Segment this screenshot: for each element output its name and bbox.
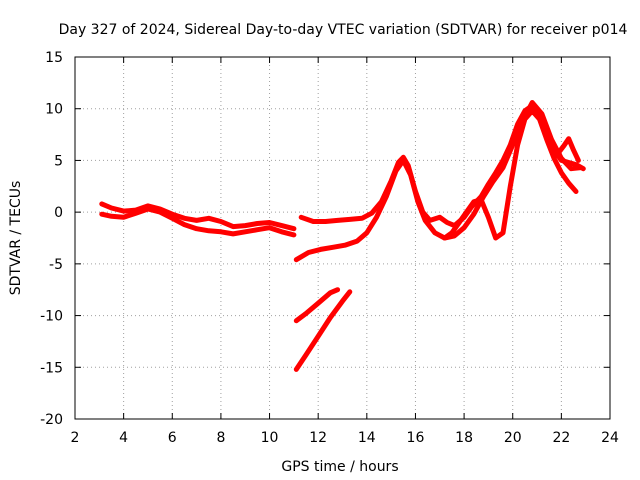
x-tick-label: 22 <box>552 430 570 446</box>
series-track-early-upper <box>99 201 297 232</box>
y-axis-label: SDTVAR / TECUs <box>8 181 24 296</box>
series-track-22h-spike <box>554 136 581 163</box>
grid <box>75 57 610 419</box>
x-tick-label: 8 <box>216 430 225 446</box>
data-series <box>99 100 586 372</box>
y-tick-label: 5 <box>54 153 63 169</box>
x-tick-label: 20 <box>504 430 522 446</box>
y-tick-label: 0 <box>54 205 63 221</box>
series-track-early-lower <box>99 206 297 238</box>
x-tick-label: 10 <box>261 430 279 446</box>
x-tick-label: 12 <box>309 430 327 446</box>
y-tick-label: 10 <box>45 102 63 118</box>
x-tick-label: 18 <box>455 430 473 446</box>
series-track-late-branch <box>442 108 579 241</box>
x-tick-label: 6 <box>168 430 177 446</box>
x-tick-label: 14 <box>358 430 376 446</box>
series-track-neg-upper <box>293 287 341 324</box>
x-tick-label: 16 <box>407 430 425 446</box>
y-tick-label: -5 <box>49 257 63 273</box>
series-track-neg-lower <box>293 289 353 372</box>
y-tick-label: -15 <box>40 360 63 376</box>
chart-title: Day 327 of 2024, Sidereal Day-to-day VTE… <box>59 22 628 38</box>
series-track-main-lower <box>293 100 584 263</box>
y-tick-label: -20 <box>40 412 63 428</box>
y-tick-label: 15 <box>45 50 63 66</box>
y-tick-label: -10 <box>40 309 63 325</box>
plot-frame <box>74 56 611 420</box>
x-tick-label: 2 <box>71 430 80 446</box>
x-axis-label: GPS time / hours <box>281 459 398 475</box>
x-tick-label: 4 <box>119 430 128 446</box>
x-tick-label: 24 <box>601 430 619 446</box>
